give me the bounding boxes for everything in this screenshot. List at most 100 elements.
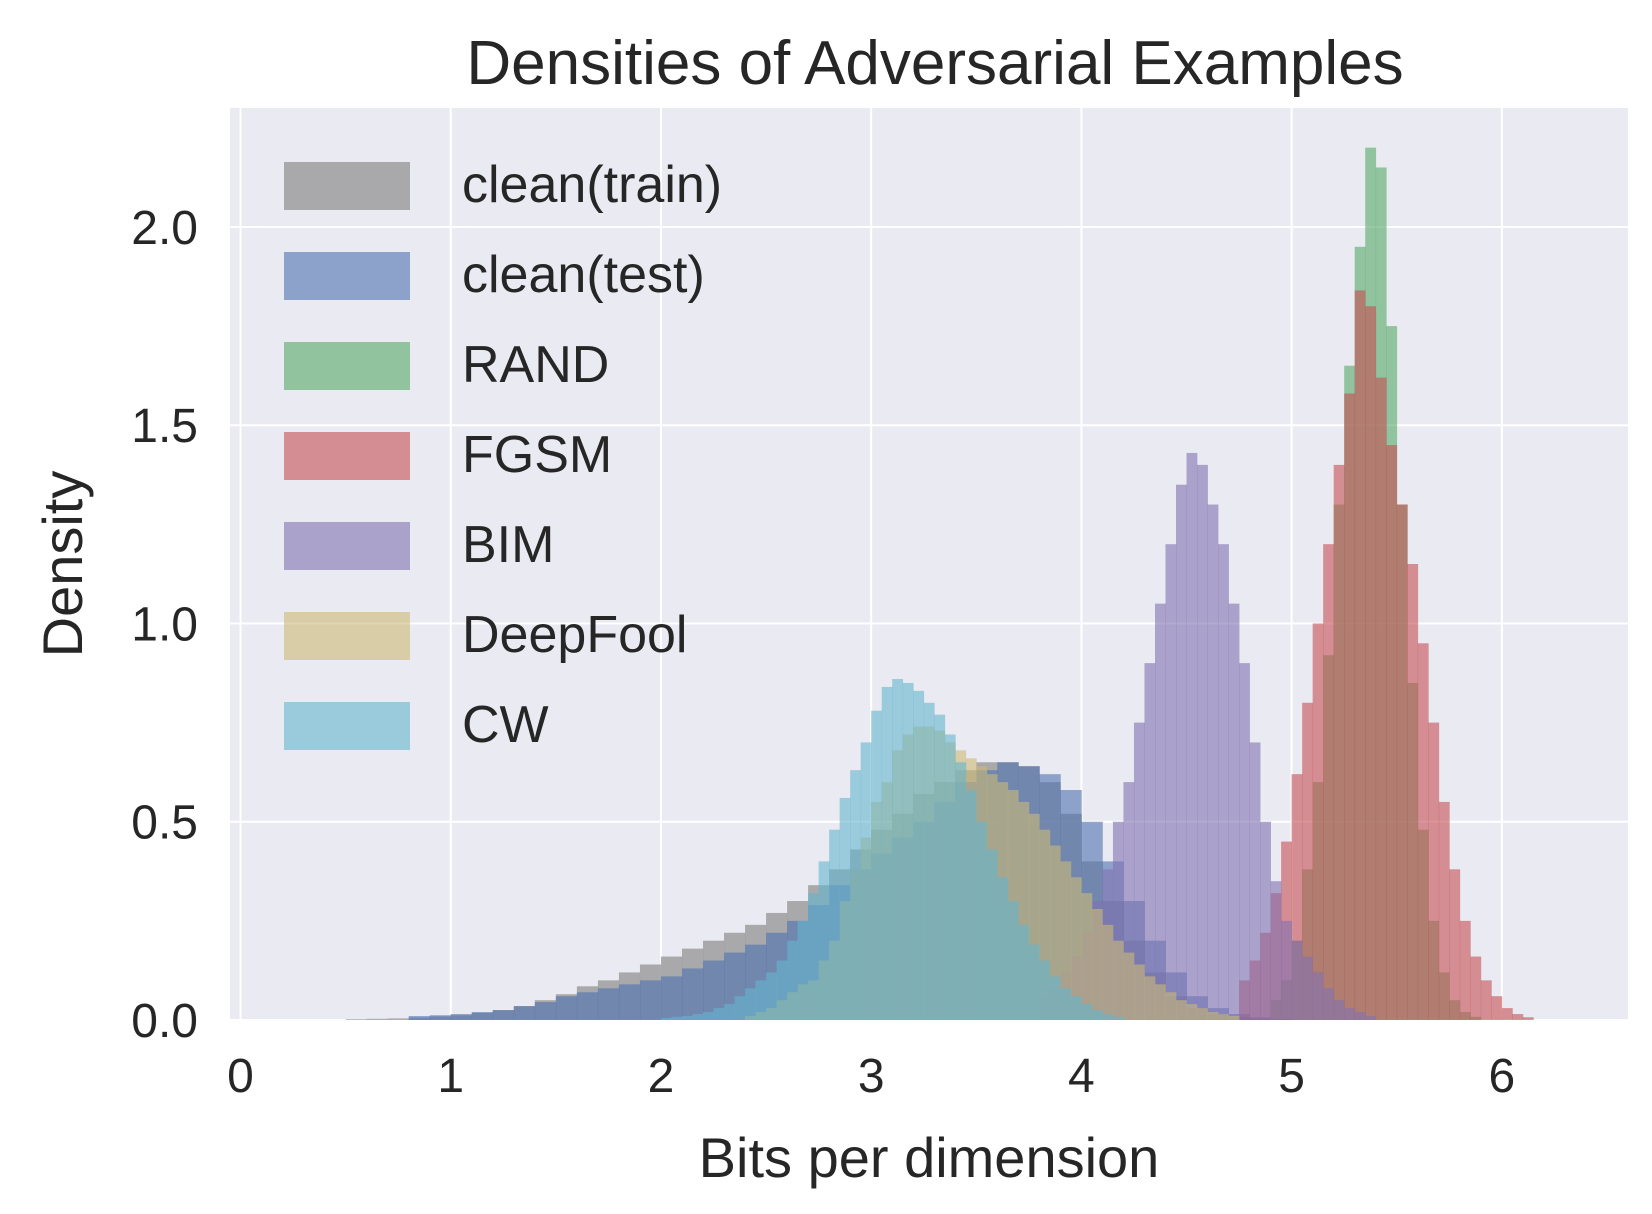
legend: clean(train) clean(test) RAND FGSM BIM DeepFo… bbox=[284, 156, 722, 754]
bar-cw-30 bbox=[976, 821, 988, 1020]
bar-cw-25 bbox=[923, 702, 935, 1020]
bar-cw-43 bbox=[1112, 1016, 1124, 1020]
bar-bim-22 bbox=[1270, 881, 1282, 1020]
plot-area bbox=[230, 108, 1628, 1021]
bar-cw-22 bbox=[892, 678, 904, 1020]
bar-bim-29 bbox=[1344, 1008, 1356, 1020]
bar-cw-17 bbox=[839, 797, 851, 1020]
bar-deepfool-27 bbox=[1028, 813, 1040, 1020]
bar-cw-28 bbox=[955, 762, 967, 1020]
bar-bim-9 bbox=[1133, 722, 1145, 1020]
legend-swatch-bim bbox=[284, 522, 410, 570]
bar-cw-7 bbox=[734, 996, 746, 1020]
bar-fgsm-19 bbox=[1438, 801, 1450, 1020]
legend-label-clean-train: clean(train) bbox=[462, 156, 722, 214]
bar-cw-0 bbox=[660, 1018, 672, 1020]
legend-label-clean-test: clean(test) bbox=[462, 246, 705, 304]
bar-bim-15 bbox=[1197, 464, 1208, 1020]
bar-cw-12 bbox=[787, 940, 798, 1020]
x-tick-label-0: 0 bbox=[227, 1050, 254, 1103]
bar-deepfool-39 bbox=[1154, 984, 1166, 1020]
bar-fgsm-5 bbox=[1291, 774, 1303, 1020]
bar-clean-train-2 bbox=[387, 1018, 410, 1020]
legend-label-rand: RAND bbox=[462, 336, 609, 394]
bar-fgsm-27 bbox=[1522, 1017, 1534, 1020]
legend-label-cw: CW bbox=[462, 696, 549, 754]
bar-fgsm-6 bbox=[1302, 702, 1314, 1020]
x-tick-label-3: 3 bbox=[858, 1050, 885, 1103]
bar-bim-11 bbox=[1154, 603, 1166, 1020]
bar-cw-31 bbox=[986, 849, 998, 1020]
bar-deepfool-28 bbox=[1039, 829, 1051, 1020]
bar-clean-test-1 bbox=[429, 1015, 452, 1020]
bar-fgsm-22 bbox=[1470, 956, 1482, 1020]
bar-fgsm-16 bbox=[1407, 564, 1419, 1020]
bar-clean-test-12 bbox=[660, 976, 683, 1020]
bar-deepfool-36 bbox=[1123, 952, 1135, 1020]
bar-cw-42 bbox=[1102, 1014, 1114, 1020]
bar-bim-12 bbox=[1165, 544, 1177, 1020]
bar-deepfool-33 bbox=[1091, 908, 1103, 1020]
bar-bim-28 bbox=[1333, 1000, 1345, 1020]
series-cw bbox=[660, 678, 1124, 1020]
bar-cw-37 bbox=[1049, 976, 1061, 1020]
bar-deepfool-45 bbox=[1218, 1014, 1229, 1020]
bar-cw-38 bbox=[1060, 988, 1072, 1020]
legend-swatch-clean-test bbox=[284, 252, 410, 300]
bar-cw-39 bbox=[1070, 996, 1082, 1020]
y-tick-label-4: 2.0 bbox=[131, 202, 198, 255]
bar-clean-test-7 bbox=[555, 996, 578, 1020]
bar-cw-19 bbox=[860, 742, 872, 1020]
bar-bim-17 bbox=[1218, 544, 1229, 1020]
histogram-bars bbox=[345, 147, 1534, 1021]
bar-bim-24 bbox=[1291, 940, 1303, 1020]
bar-clean-test-14 bbox=[703, 960, 725, 1020]
bar-fgsm-18 bbox=[1428, 722, 1440, 1020]
legend-swatch-rand bbox=[284, 342, 410, 390]
x-tick-label-2: 2 bbox=[648, 1050, 675, 1103]
bar-bim-13 bbox=[1176, 484, 1187, 1020]
bar-clean-test-8 bbox=[576, 992, 599, 1020]
bar-bim-21 bbox=[1260, 821, 1271, 1020]
bar-deepfool-35 bbox=[1112, 940, 1124, 1020]
y-axis-label: Density bbox=[31, 471, 94, 658]
bar-cw-13 bbox=[797, 920, 809, 1020]
legend-swatch-clean-train bbox=[284, 162, 410, 210]
bar-cw-5 bbox=[713, 1008, 725, 1020]
bar-bim-25 bbox=[1302, 956, 1314, 1020]
x-tick-label-1: 1 bbox=[437, 1050, 464, 1103]
chart-title: Densities of Adversarial Examples bbox=[466, 29, 1403, 98]
bar-cw-18 bbox=[850, 770, 862, 1020]
bar-deepfool-38 bbox=[1144, 976, 1156, 1020]
bar-cw-4 bbox=[703, 1012, 714, 1020]
bar-deepfool-30 bbox=[1060, 861, 1072, 1020]
bar-deepfool-40 bbox=[1165, 992, 1177, 1020]
bar-bim-30 bbox=[1354, 1012, 1366, 1020]
bar-bim-27 bbox=[1323, 988, 1335, 1020]
bar-cw-10 bbox=[766, 972, 777, 1020]
bar-cw-8 bbox=[745, 988, 756, 1020]
bar-cw-3 bbox=[692, 1014, 704, 1020]
bar-clean-train-0 bbox=[345, 1019, 367, 1020]
bar-cw-2 bbox=[681, 1016, 693, 1020]
y-axis-ticks: 0.0 0.5 1.0 1.5 2.0 bbox=[131, 202, 198, 1048]
x-axis-label: Bits per dimension bbox=[699, 1126, 1160, 1189]
bar-bim-19 bbox=[1239, 663, 1250, 1020]
bar-cw-29 bbox=[965, 790, 977, 1020]
bar-fgsm-21 bbox=[1459, 920, 1471, 1020]
bar-fgsm-23 bbox=[1480, 980, 1492, 1020]
bar-cw-40 bbox=[1081, 1004, 1093, 1020]
bar-fgsm-10 bbox=[1344, 393, 1356, 1020]
bar-cw-14 bbox=[808, 893, 819, 1020]
bar-clean-test-4 bbox=[492, 1010, 515, 1020]
bar-cw-15 bbox=[818, 861, 830, 1020]
bar-bim-7 bbox=[1112, 821, 1124, 1020]
bar-fgsm-26 bbox=[1512, 1014, 1524, 1020]
bar-bim-8 bbox=[1123, 782, 1135, 1020]
bar-bim-31 bbox=[1365, 1016, 1377, 1020]
bar-cw-32 bbox=[997, 877, 1009, 1020]
bar-fgsm-25 bbox=[1501, 1008, 1513, 1020]
legend-label-deepfool: DeepFool bbox=[462, 606, 687, 664]
bar-fgsm-13 bbox=[1375, 377, 1387, 1021]
